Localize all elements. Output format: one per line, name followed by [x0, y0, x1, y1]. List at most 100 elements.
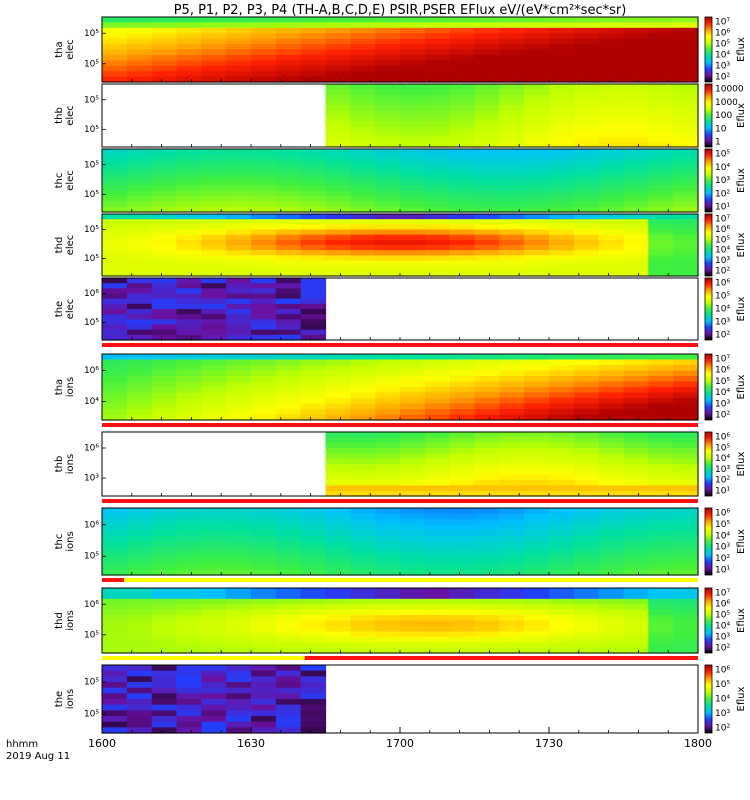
heatmap-cell — [350, 636, 376, 643]
heatmap-cell — [251, 716, 277, 723]
heatmap-cell — [176, 201, 202, 208]
heatmap-cell — [673, 604, 699, 611]
heatmap-cell — [126, 376, 153, 383]
heatmap-cell — [102, 234, 128, 241]
heatmap-cell — [524, 191, 550, 197]
heatmap-cells — [102, 17, 699, 83]
heatmap-cell — [350, 398, 376, 405]
heatmap-cell — [126, 324, 153, 331]
heatmap-cell — [623, 260, 649, 267]
panel-label: ions — [65, 377, 76, 397]
heatmap-cell — [549, 414, 575, 421]
heatmap-cell — [151, 288, 178, 295]
heatmap-cell — [300, 175, 327, 182]
colorbar-tick-label: 10⁵ — [715, 520, 730, 530]
heatmap-cell — [151, 647, 178, 654]
heatmap-cell — [126, 615, 153, 622]
heatmap-cell — [424, 201, 451, 208]
heatmap-cell — [499, 474, 525, 481]
heatmap-cell — [673, 201, 699, 208]
heatmap-cell — [449, 89, 476, 96]
heatmap-cell — [474, 437, 500, 444]
heatmap-cell — [151, 180, 178, 187]
heatmap-cell — [275, 513, 302, 520]
heatmap-cell — [350, 474, 376, 481]
heatmap-cell — [648, 270, 674, 277]
heatmap-cell — [424, 414, 451, 421]
heatmap-cell — [474, 191, 500, 197]
heatmap-cell — [524, 33, 550, 40]
heatmap-cell — [573, 270, 600, 277]
heatmap-cell — [300, 65, 327, 72]
heatmap-cell — [201, 219, 227, 225]
heatmap-cell — [673, 270, 699, 277]
heatmap-cell — [573, 196, 600, 203]
heatmap-cell — [126, 642, 153, 649]
heatmap-cell — [499, 154, 525, 161]
heatmap-cell — [524, 609, 550, 616]
heatmap-cell — [623, 265, 649, 272]
heatmap-cell — [623, 136, 649, 143]
heatmap-cell — [449, 22, 476, 29]
heatmap-cell — [300, 49, 327, 56]
heatmap-cell — [673, 76, 699, 83]
heatmap-cell — [251, 283, 277, 289]
heatmap-cell — [474, 448, 500, 454]
heatmap-cell — [549, 54, 575, 61]
heatmap-cell — [176, 359, 202, 366]
heatmap-cell — [226, 704, 252, 711]
panel-label: thc — [54, 534, 65, 550]
heatmap-cell — [151, 569, 178, 576]
heatmap-cell — [201, 250, 227, 256]
heatmap-cell — [499, 609, 525, 616]
heatmap-cell — [300, 298, 327, 305]
x-axis-format-label: hhmm — [6, 739, 38, 750]
heatmap-cell — [201, 185, 227, 192]
heatmap-cell — [424, 229, 451, 236]
heatmap-cell — [325, 54, 351, 61]
heatmap-cell — [598, 17, 625, 24]
heatmap-cell — [673, 234, 699, 241]
heatmap-cell — [449, 376, 476, 383]
panel-label: elec — [65, 39, 76, 60]
heatmap-cell — [176, 303, 202, 310]
heatmap-cell — [499, 17, 525, 24]
heatmap-cell — [400, 485, 426, 492]
heatmap-cell — [251, 687, 277, 694]
heatmap-cell — [102, 27, 128, 34]
heatmap-cell — [449, 631, 476, 638]
heatmap-cell — [499, 458, 525, 465]
heatmap-cell — [226, 49, 252, 56]
heatmap-cell — [673, 164, 699, 171]
heatmap-cell — [573, 175, 600, 182]
heatmap-cell — [549, 115, 575, 122]
heatmap-cell — [449, 131, 476, 138]
heatmap-cell — [549, 464, 575, 470]
heatmap-cell — [102, 569, 128, 576]
heatmap-cell — [300, 260, 327, 267]
heatmap-cell — [549, 110, 575, 117]
colorbar-title: Eflux — [736, 168, 747, 193]
heatmap-cell — [424, 234, 451, 241]
x-axis-date-label: 2019 Aug 11 — [6, 751, 70, 762]
heatmap-cell — [251, 676, 277, 683]
heatmap-cell — [573, 185, 600, 192]
heatmap-cell — [226, 721, 252, 728]
heatmap-cell — [201, 159, 227, 166]
heatmap-cell — [623, 154, 649, 161]
heatmap-cell — [499, 99, 525, 106]
heatmap-cell — [102, 682, 128, 689]
heatmap-cell — [474, 588, 500, 595]
heatmap-cell — [201, 278, 227, 284]
heatmap-cell — [375, 365, 401, 372]
heatmap-cell — [449, 126, 476, 132]
heatmap-cell — [251, 71, 277, 78]
heatmap-cell — [598, 474, 625, 481]
colorbar-tick-label: 10⁶ — [715, 225, 730, 235]
heatmap-cell — [623, 27, 649, 34]
heatmap-cell — [350, 588, 376, 595]
heatmap-cell — [449, 558, 476, 565]
heatmap-cell — [623, 38, 649, 45]
heatmap-cell — [375, 593, 401, 600]
